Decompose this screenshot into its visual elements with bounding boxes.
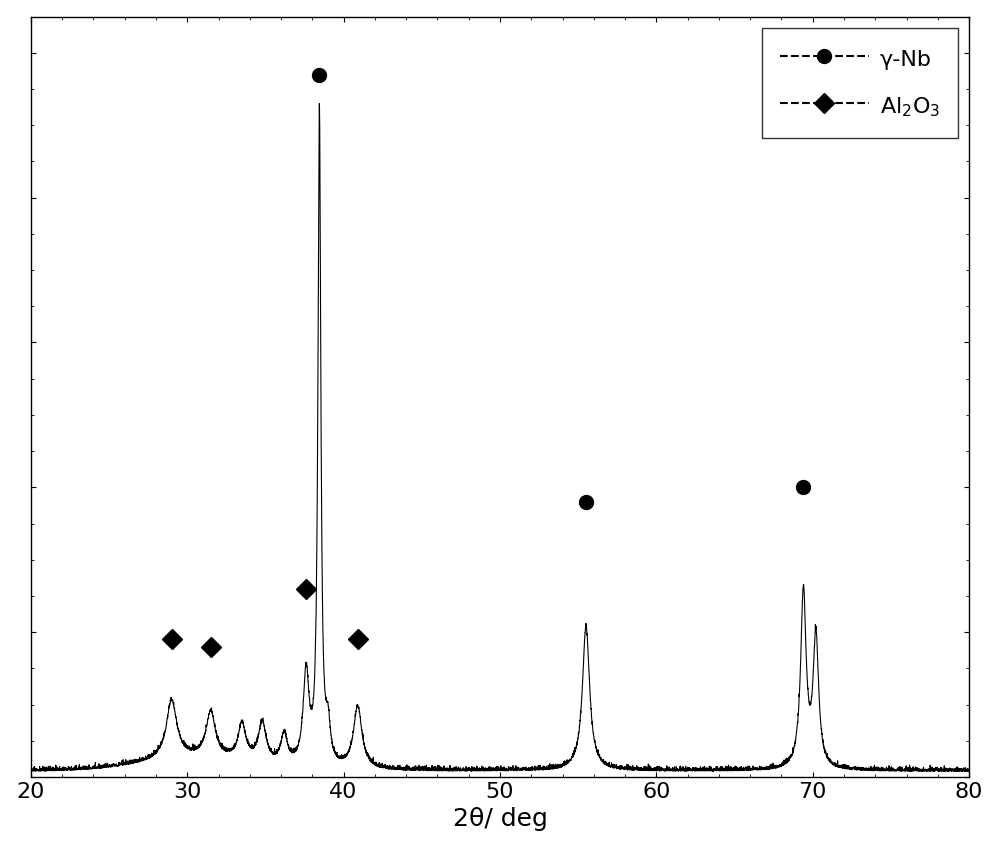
Legend: γ-Nb, Al$_2$O$_3$: γ-Nb, Al$_2$O$_3$ [762, 28, 958, 137]
X-axis label: 2θ/ deg: 2θ/ deg [453, 807, 547, 831]
